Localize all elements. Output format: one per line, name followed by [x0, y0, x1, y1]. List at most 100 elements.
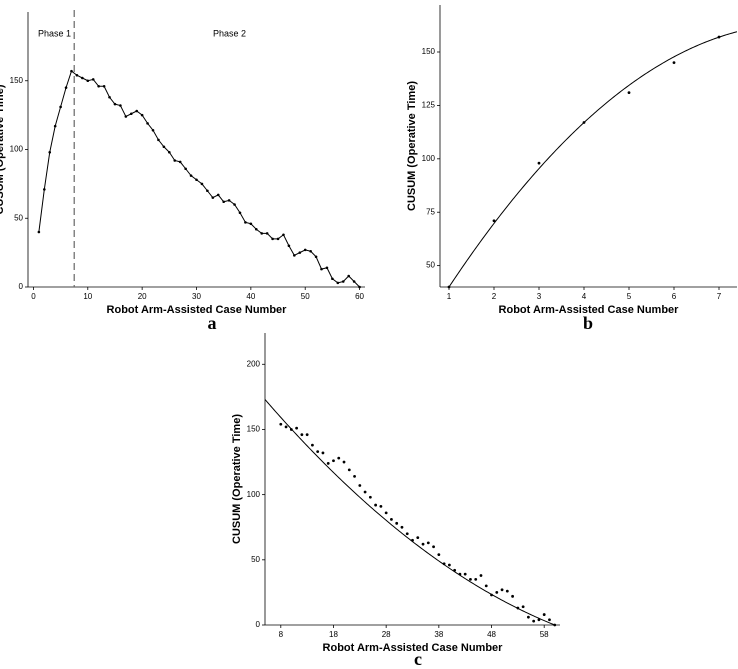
y-tick-label: 50 — [426, 261, 435, 270]
x-tick-label: 60 — [355, 292, 364, 301]
point — [437, 553, 441, 557]
point — [284, 425, 288, 429]
point — [495, 591, 499, 594]
point — [222, 200, 225, 204]
y-axis-title: CUSUM (Operative Time) — [0, 84, 6, 214]
point — [108, 95, 111, 99]
point — [358, 484, 362, 487]
point — [363, 490, 367, 494]
point — [416, 536, 420, 540]
panel: 0 50 100 150 200 8 18 28 38 48 58 Robot Arm-Assiste… — [231, 333, 560, 669]
point — [400, 525, 404, 529]
panel-caption: a — [208, 313, 217, 333]
point — [303, 248, 307, 252]
point — [490, 593, 493, 597]
point — [249, 222, 253, 226]
point — [331, 277, 334, 281]
point — [206, 189, 209, 193]
y-tick-label: 75 — [426, 207, 435, 216]
point — [311, 443, 314, 447]
point — [97, 84, 100, 88]
point — [521, 605, 525, 609]
y-tick-label: 0 — [19, 282, 24, 291]
x-tick-label: 6 — [672, 292, 677, 301]
point — [537, 161, 541, 165]
point — [469, 577, 472, 581]
point — [64, 86, 68, 89]
point — [627, 91, 631, 94]
point — [347, 468, 351, 472]
point — [353, 474, 356, 478]
point — [384, 511, 388, 515]
phase-label: Phase 1 — [38, 28, 71, 38]
point — [337, 456, 341, 460]
panel-caption: c — [414, 649, 422, 669]
point — [582, 121, 586, 124]
point — [146, 122, 149, 125]
point — [48, 150, 52, 154]
panel: 0 50 100 150 0 10 20 30 40 50 60 Robot Arm-Assisted… — [0, 10, 365, 333]
x-axis-title: Robot Arm-Assisted Case Number — [499, 304, 680, 316]
point — [276, 237, 280, 241]
point — [320, 267, 323, 271]
x-tick-label: 38 — [434, 630, 443, 639]
point — [516, 606, 520, 610]
point — [216, 193, 220, 197]
x-tick-label: 2 — [492, 292, 497, 301]
point — [390, 518, 393, 521]
cusum-line — [38, 70, 360, 288]
point — [352, 280, 356, 283]
point — [298, 251, 302, 254]
point — [151, 128, 155, 132]
point — [265, 232, 269, 235]
point — [426, 541, 430, 545]
point — [81, 76, 84, 80]
point — [282, 233, 285, 237]
point — [314, 255, 318, 259]
point — [368, 495, 372, 499]
x-tick-label: 40 — [246, 292, 255, 301]
y-tick-label: 100 — [10, 145, 24, 154]
point — [316, 450, 320, 454]
point — [140, 113, 144, 117]
x-tick-label: 3 — [537, 292, 542, 301]
x-tick-label: 0 — [31, 292, 36, 301]
point — [453, 568, 457, 572]
x-tick-label: 20 — [138, 292, 147, 301]
x-tick-label: 7 — [717, 292, 722, 301]
point — [336, 281, 340, 285]
point — [124, 115, 128, 118]
point — [211, 196, 215, 199]
point — [537, 618, 541, 622]
point — [342, 460, 346, 464]
fit-curve — [448, 31, 737, 287]
x-tick-label: 10 — [83, 292, 92, 301]
point — [542, 613, 546, 616]
x-tick-label: 50 — [301, 292, 310, 301]
point — [227, 199, 231, 202]
point — [59, 105, 62, 109]
y-tick-label: 0 — [256, 620, 261, 629]
point — [238, 211, 242, 215]
point — [341, 280, 345, 283]
point — [279, 422, 283, 426]
y-tick-label: 100 — [247, 490, 261, 499]
point — [458, 572, 462, 576]
point — [300, 433, 304, 437]
point — [200, 182, 204, 186]
x-tick-label: 8 — [279, 630, 284, 639]
x-tick-label: 1 — [447, 292, 452, 301]
y-tick-label: 125 — [422, 101, 436, 110]
point — [168, 150, 171, 154]
phase-label: Phase 2 — [213, 28, 246, 38]
point — [395, 521, 399, 525]
point — [157, 138, 160, 142]
point — [432, 545, 435, 549]
y-tick-label: 150 — [247, 425, 261, 434]
y-tick-label: 100 — [422, 154, 436, 163]
point — [135, 109, 139, 113]
point — [309, 249, 312, 253]
point — [102, 84, 106, 88]
point — [53, 124, 57, 128]
